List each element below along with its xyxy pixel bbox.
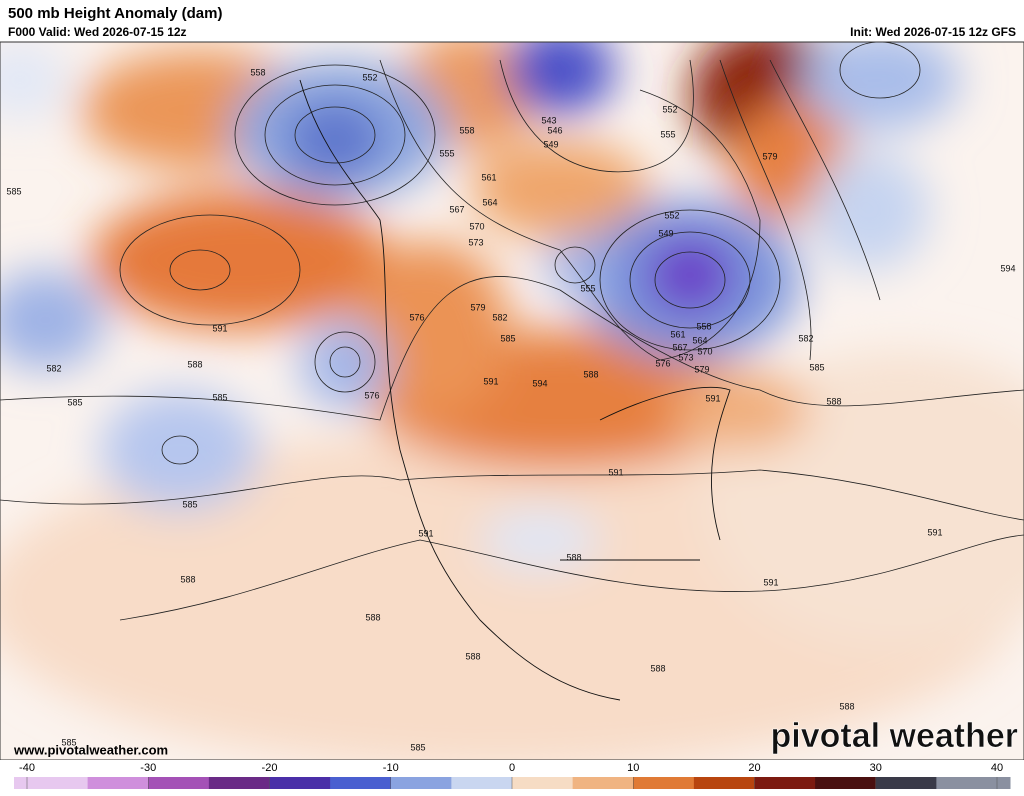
- colorbar-tick-label: 30: [870, 762, 882, 774]
- contours: [0, 42, 1024, 621]
- contour-label: 546: [547, 125, 562, 135]
- contour-label: 585: [67, 397, 82, 407]
- contour-label: 591: [608, 467, 623, 477]
- contour-label: 570: [469, 221, 484, 231]
- contour-label: 591: [483, 376, 498, 386]
- valid-time: F000 Valid: Wed 2026-07-15 12z: [8, 25, 187, 39]
- colorbar-tick-label: 40: [991, 762, 1003, 774]
- contour-label: 561: [670, 329, 685, 339]
- contour-label: 582: [798, 333, 813, 343]
- colorbar-swatch: [875, 777, 937, 789]
- contour-label: 549: [543, 139, 558, 149]
- title: 500 mb Height Anomaly (dam): [8, 5, 222, 22]
- contour-label: 558: [459, 125, 474, 135]
- contour-label: 588: [180, 574, 195, 584]
- contour-label: 573: [678, 352, 693, 362]
- contour-label: 564: [692, 335, 707, 345]
- logo: pivotal weather: [770, 717, 1018, 755]
- contour-label: 555: [439, 148, 454, 158]
- init-time: Init: Wed 2026-07-15 12z GFS: [850, 25, 1016, 39]
- colorbar-tick-label: -40: [19, 762, 35, 774]
- colorbar-swatch: [633, 777, 695, 789]
- contour-label: 543: [541, 115, 556, 125]
- anomaly-field: [0, 42, 1024, 760]
- contour-label: 576: [364, 390, 379, 400]
- website: www.pivotalweather.com: [13, 742, 168, 757]
- contour-label: 591: [418, 528, 433, 538]
- contour-label: 576: [409, 312, 424, 322]
- contour-label: 591: [212, 323, 227, 333]
- contour-label: 567: [449, 204, 464, 214]
- contour-label: 591: [927, 527, 942, 537]
- colorbar-swatch: [269, 777, 331, 789]
- colorbar-swatch: [87, 777, 149, 789]
- colorbar-swatch: [815, 777, 877, 789]
- contour-label: 591: [705, 393, 720, 403]
- contour-label: 585: [182, 499, 197, 509]
- contour-label: 579: [694, 364, 709, 374]
- colorbar-tick-label: -20: [262, 762, 278, 774]
- contour-label: 558: [250, 67, 265, 77]
- colorbar-tick-label: 20: [748, 762, 760, 774]
- contour-label: 570: [697, 346, 712, 356]
- contour-label: 555: [580, 283, 595, 293]
- colorbar-swatch: [148, 777, 210, 789]
- contour-label: 588: [839, 701, 854, 711]
- contour-label: 588: [465, 651, 480, 661]
- contour-label: 588: [365, 612, 380, 622]
- contour-label: 585: [61, 737, 76, 747]
- colorbar-tick-label: 0: [509, 762, 515, 774]
- contour-label: 585: [809, 362, 824, 372]
- coastlines: [299, 79, 731, 701]
- contour-label: 573: [468, 237, 483, 247]
- colorbar-swatch: [754, 777, 816, 789]
- colorbar-swatch: [512, 777, 574, 789]
- contour-label: 555: [660, 129, 675, 139]
- colorbar-swatch: [330, 777, 392, 789]
- contour-label: 585: [212, 392, 227, 402]
- colorbar-swatch: [693, 777, 755, 789]
- contour-label: 561: [481, 172, 496, 182]
- contour-label: 585: [500, 333, 515, 343]
- contour-label: 588: [187, 359, 202, 369]
- contour-label: 588: [583, 369, 598, 379]
- contour-label: 591: [763, 577, 778, 587]
- colorbar-tick-label: -30: [140, 762, 156, 774]
- contour-label: 552: [664, 210, 679, 220]
- contour-label: 579: [470, 302, 485, 312]
- colorbar-swatch: [572, 777, 634, 789]
- contour-label: 594: [1000, 263, 1015, 273]
- contour-label: 549: [658, 228, 673, 238]
- colorbar-swatch: [390, 777, 452, 789]
- colorbar-swatch: [936, 777, 1011, 789]
- contour-label: 582: [46, 363, 61, 373]
- colorbar-swatch: [208, 777, 270, 789]
- contour-label: 558: [696, 321, 711, 331]
- contour-label: 585: [410, 742, 425, 752]
- contour-label: 576: [655, 358, 670, 368]
- colorbar-tick-label: -10: [383, 762, 399, 774]
- contour-label: 582: [492, 312, 507, 322]
- colorbar-swatch: [14, 777, 89, 789]
- contour-label: 588: [566, 552, 581, 562]
- colorbar-swatch: [451, 777, 513, 789]
- contour-label: 588: [826, 396, 841, 406]
- contour-label: 594: [532, 378, 547, 388]
- contour-label: 552: [662, 104, 677, 114]
- contour-label: 585: [6, 186, 21, 196]
- contour-label: 552: [362, 72, 377, 82]
- colorbar-tick-label: 10: [627, 762, 639, 774]
- contour-label: 588: [650, 663, 665, 673]
- contour-label: 579: [762, 151, 777, 161]
- contour-label: 567: [672, 342, 687, 352]
- contour-label: 564: [482, 197, 497, 207]
